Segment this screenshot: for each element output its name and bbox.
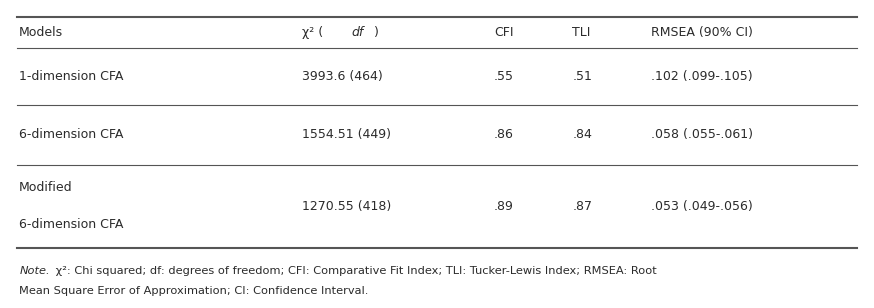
Text: 1-dimension CFA: 1-dimension CFA <box>19 70 123 83</box>
Text: χ² (: χ² ( <box>302 26 323 39</box>
Text: .89: .89 <box>494 200 514 213</box>
Text: 6-dimension CFA: 6-dimension CFA <box>19 128 123 141</box>
Text: .51: .51 <box>572 70 593 83</box>
Text: TLI: TLI <box>572 26 591 39</box>
Text: 1270.55 (418): 1270.55 (418) <box>302 200 391 213</box>
Text: ): ) <box>374 26 379 39</box>
Text: 1554.51 (449): 1554.51 (449) <box>302 128 391 141</box>
Text: .102 (.099-.105): .102 (.099-.105) <box>651 70 753 83</box>
Text: CFI: CFI <box>494 26 513 39</box>
Text: Modified: Modified <box>19 181 73 194</box>
Text: .053 (.049-.056): .053 (.049-.056) <box>651 200 753 213</box>
Text: df: df <box>351 26 364 39</box>
Text: χ²: Chi squared; df: degrees of freedom; CFI: Comparative Fit Index; TLI: Tucker: χ²: Chi squared; df: degrees of freedom;… <box>52 266 657 276</box>
Text: Mean Square Error of Approximation; CI: Confidence Interval.: Mean Square Error of Approximation; CI: … <box>19 286 369 296</box>
Text: .86: .86 <box>494 128 514 141</box>
Text: 3993.6 (464): 3993.6 (464) <box>302 70 382 83</box>
Text: Note.: Note. <box>19 266 50 276</box>
Text: RMSEA (90% CI): RMSEA (90% CI) <box>651 26 753 39</box>
Text: .84: .84 <box>572 128 593 141</box>
Text: .87: .87 <box>572 200 593 213</box>
Text: Models: Models <box>19 26 63 39</box>
Text: .058 (.055-.061): .058 (.055-.061) <box>651 128 753 141</box>
Text: .55: .55 <box>494 70 514 83</box>
Text: 6-dimension CFA: 6-dimension CFA <box>19 218 123 231</box>
